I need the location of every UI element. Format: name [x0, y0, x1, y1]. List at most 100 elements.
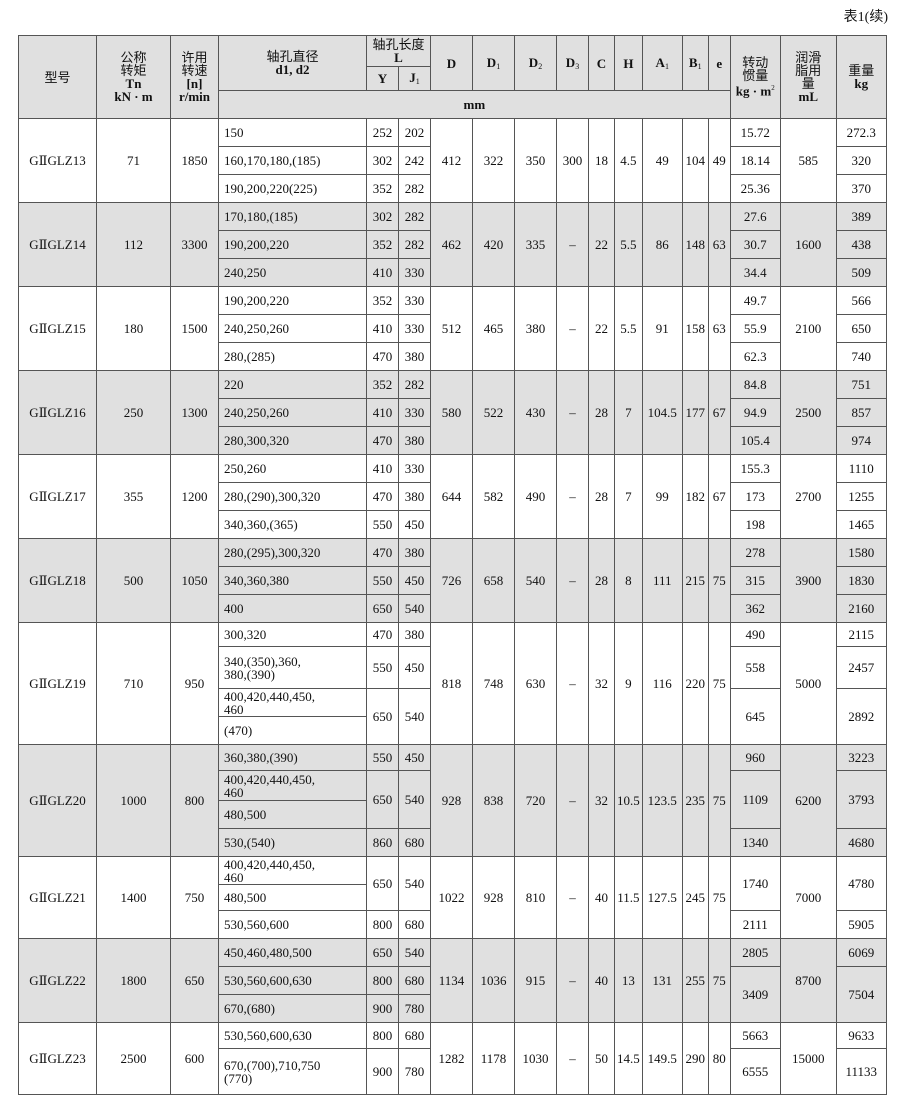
length-J1-cell: 330 [398, 258, 431, 287]
inertia-cell: 155.3 [729, 454, 781, 483]
grease-cell: 585 [779, 118, 837, 203]
dim-D-cell: 1022 [430, 856, 473, 939]
dim-A1-cell: 149.5 [641, 1022, 683, 1095]
bore-cell: 480,500 [218, 800, 367, 829]
weight-cell: 2115 [835, 622, 887, 647]
speed-cell: 800 [170, 744, 219, 857]
table-row: 160,170,180,(185) 302 242 18.14 320 [19, 146, 887, 175]
bore-cell: 150 [218, 118, 367, 147]
header-dim-D2: D2 [514, 35, 557, 91]
speed-cell: 750 [170, 856, 219, 939]
inertia-cell: 3409 [729, 966, 781, 1023]
bore-cell: 190,200,220(225) [218, 174, 367, 203]
inertia-cell: 84.8 [729, 370, 781, 399]
dim-C-cell: 32 [588, 622, 615, 745]
dim-B1-cell: 177 [681, 370, 709, 455]
header-speed: 许用 转速 [n] r/min [170, 35, 219, 119]
header-grease: 润滑 脂用量 mL [779, 35, 837, 119]
header-Y: Y [366, 66, 399, 91]
header-text: D [486, 54, 497, 70]
dim-D-cell: 512 [430, 286, 473, 371]
table-row: GⅡGLZ21 1400 750 400,420,440,450, 460 650 540 1… [18, 856, 887, 939]
header-text: kg [854, 76, 869, 91]
dim-D-cell: 412 [430, 118, 473, 203]
length-J1-cell: 380 [398, 342, 431, 371]
inertia-cell: 25.36 [729, 174, 781, 203]
dim-e-cell: 75 [707, 744, 731, 857]
length-J1-cell: 450 [398, 646, 431, 689]
length-Y-cell: 550 [366, 744, 399, 771]
inertia-cell: 6555 [729, 1048, 781, 1095]
table-row: 670,(680) 900 780 [19, 994, 887, 1023]
length-J1-cell: 780 [398, 994, 431, 1023]
dim-H-cell: 5.5 [614, 202, 643, 287]
model-cell: GⅡGLZ16 [18, 370, 97, 455]
length-J1-cell: 780 [398, 1048, 431, 1095]
header-unit-mm: mm [218, 90, 731, 119]
bore-cell: (470) [218, 716, 367, 745]
bore-cell: 240,250 [218, 258, 367, 287]
dim-D2-cell: 380 [514, 286, 557, 371]
header-dim-A1: A1 [641, 35, 683, 91]
header-text: D [528, 54, 539, 70]
table-row: 280,300,320 470 380 105.4 974 [19, 426, 887, 455]
dim-D3-cell: – [556, 856, 589, 939]
torque-cell: 180 [96, 286, 171, 371]
model-cell: GⅡGLZ17 [18, 454, 97, 539]
length-Y-cell: 302 [366, 202, 399, 231]
weight-cell: 272.3 [835, 118, 887, 147]
header-text: kg · m [735, 83, 772, 99]
dim-e-cell: 75 [707, 622, 731, 745]
dim-A1-cell: 123.5 [641, 744, 683, 857]
header-text: L [394, 50, 403, 65]
length-Y-cell: 410 [366, 258, 399, 287]
dim-D2-cell: 810 [514, 856, 557, 939]
table-row: 240,250,260 410 330 55.9 650 [19, 314, 887, 343]
dim-e-cell: 63 [707, 286, 731, 371]
dim-H-cell: 7 [614, 454, 643, 539]
bore-cell: 340,360,380 [218, 566, 367, 595]
superscript: 2 [771, 84, 775, 93]
dim-e-cell: 75 [707, 938, 731, 1023]
length-Y-cell: 650 [366, 594, 399, 623]
dim-D3-cell: – [556, 622, 589, 745]
header-text: J [409, 70, 416, 85]
length-J1-cell: 282 [398, 174, 431, 203]
dim-H-cell: 5.5 [614, 286, 643, 371]
grease-cell: 2500 [779, 370, 837, 455]
dim-e-cell: 67 [707, 454, 731, 539]
subscript: 1 [664, 61, 669, 71]
table-row: GⅡGLZ19 710 950 300,320 470 380 818 748 630–32 9 1… [18, 622, 887, 745]
dim-B1-cell: 148 [681, 202, 709, 287]
header-length: 轴孔长度 L [366, 35, 431, 67]
header-text: 型号 [44, 69, 71, 85]
header-text: 轴孔长度 [372, 37, 425, 52]
table-row: 280,(290),300,320 470 380 173 1255 [19, 482, 887, 511]
speed-cell: 950 [170, 622, 219, 745]
inertia-cell: 1109 [729, 770, 781, 829]
length-Y-cell: 352 [366, 230, 399, 259]
dim-D3-cell: – [556, 202, 589, 287]
bore-cell: 670,(700),710,750 (770) [218, 1048, 367, 1095]
torque-cell: 710 [96, 622, 171, 745]
grease-cell: 6200 [779, 744, 837, 857]
header-text: kN · m [114, 89, 153, 104]
bore-cell: 280,300,320 [218, 426, 367, 455]
dim-B1-cell: 235 [681, 744, 709, 857]
dim-D2-cell: 630 [514, 622, 557, 745]
dim-H-cell: 7 [614, 370, 643, 455]
inertia-cell: 1740 [729, 856, 781, 911]
inertia-cell: 1340 [729, 828, 781, 857]
table-row: GⅡGLZ22 1800 650 450,460,480,500 650 540 1134 1… [18, 938, 887, 1023]
length-J1-cell: 450 [398, 566, 431, 595]
speed-cell: 1500 [170, 286, 219, 371]
bore-cell: 280,(295),300,320 [218, 538, 367, 567]
inertia-cell: 645 [729, 688, 781, 745]
header-text: e [716, 55, 723, 71]
dim-D2-cell: 720 [514, 744, 557, 857]
dim-B1-cell: 158 [681, 286, 709, 371]
length-J1-cell: 202 [398, 118, 431, 147]
inertia-cell: 315 [729, 566, 781, 595]
table-row: 340,(350),360, 380,(390) 550 450 558 2457 [19, 646, 887, 689]
dim-e-cell: 80 [707, 1022, 731, 1095]
